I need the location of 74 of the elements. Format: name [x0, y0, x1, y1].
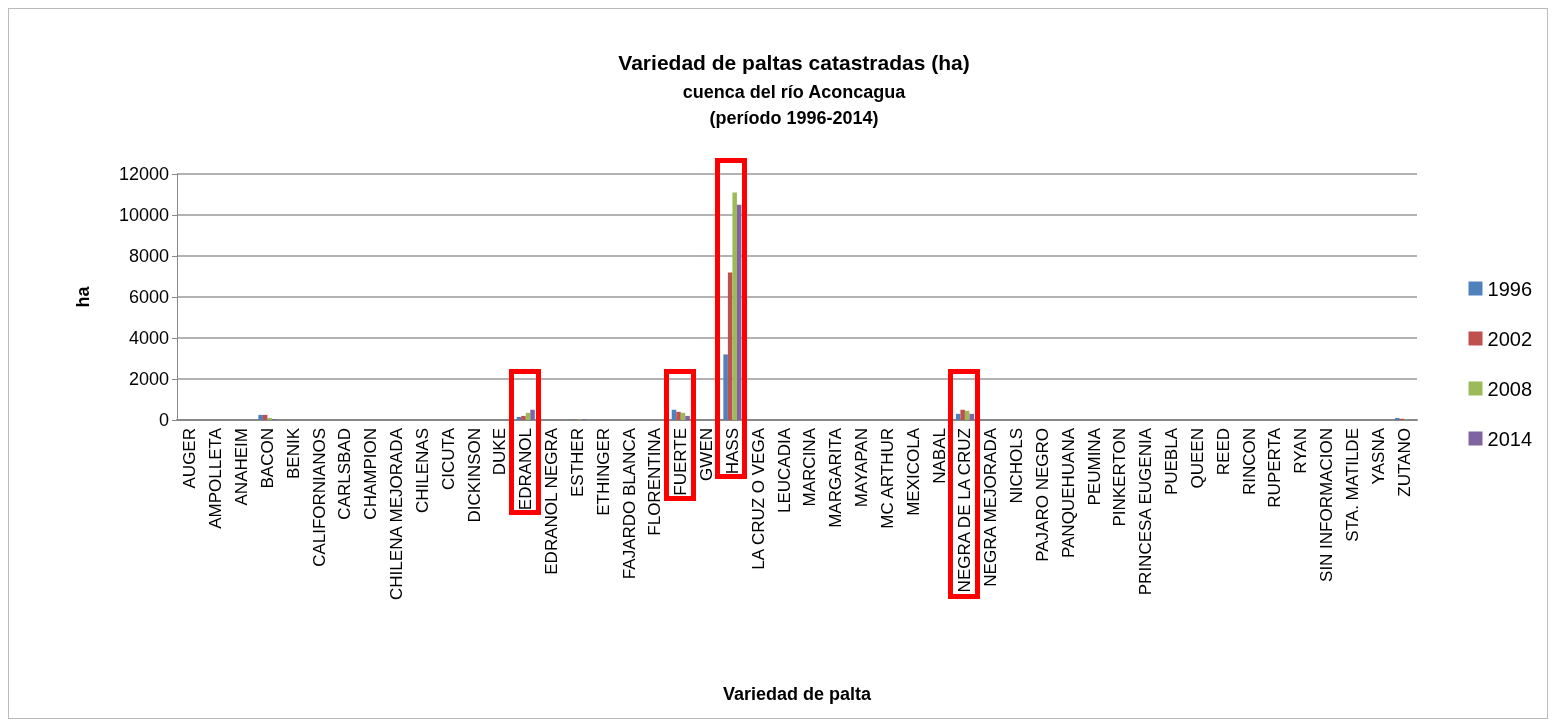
legend-label: 1996 — [1487, 277, 1533, 300]
y-tick-label: 4000 — [128, 328, 169, 348]
x-tick-label: YASNA — [1368, 427, 1388, 485]
x-tick-label: MEXICOLA — [903, 427, 923, 516]
bar — [267, 417, 272, 420]
bar — [960, 409, 965, 420]
chart-subtitle: cuenca del río Aconcagua (período 1996-2014) — [682, 82, 907, 128]
x-tick-label: ANAHEIM — [232, 428, 252, 506]
x-tick-label: HASS — [722, 428, 742, 475]
x-tick-label: PINKERTON — [1110, 428, 1130, 527]
bar — [969, 413, 974, 420]
x-tick-label: PANQUEHUANA — [1058, 427, 1078, 559]
x-tick-label: NEGRA DE LA CRUZ — [955, 428, 975, 593]
x-tick-label: DICKINSON — [464, 428, 484, 523]
x-tick-label: MARCINA — [800, 427, 820, 507]
x-tick-label: CICUTA — [438, 427, 458, 491]
x-tick-label: ESTHER — [567, 428, 587, 497]
x-tick-label: PRINCESA EUGENIA — [1136, 427, 1156, 596]
x-tick-label: MARGARITA — [826, 427, 846, 528]
x-tick-label: ETHINGER — [593, 428, 613, 516]
x-tick-label: CHAMPION — [361, 428, 381, 520]
x-tick-label: NICHOLS — [1007, 428, 1027, 504]
y-tick-label: 10000 — [118, 205, 169, 225]
legend-label: 2002 — [1487, 327, 1533, 350]
y-tick-label: 8000 — [128, 246, 169, 266]
x-tick-label: FLORENTINA — [645, 427, 665, 536]
x-tick-label: LA CRUZ O VEGA — [748, 427, 768, 570]
x-tick-label: NEGRA MEJORADA — [981, 427, 1001, 587]
x-tick-label: PUEBLA — [1162, 427, 1182, 496]
x-tick-label: REED — [1213, 428, 1233, 476]
x-tick-label: AMPOLLETA — [206, 427, 226, 529]
bar — [521, 415, 526, 420]
y-tick-label: 6000 — [128, 287, 169, 307]
x-tick-label: MC ARTHUR — [877, 428, 897, 529]
x-tick-label: SIN INFORMACION — [1317, 428, 1337, 582]
x-tick-label: RUPERTA — [1265, 427, 1285, 508]
x-tick-label: EDRANOL NEGRA — [542, 427, 562, 575]
chart-title: Variedad de paltas catastradas (ha) — [618, 51, 970, 74]
x-tick-label: QUEEN — [1187, 428, 1207, 489]
bar — [723, 354, 728, 420]
x-tick-label: CHILENAS — [412, 428, 432, 514]
y-axis-title: ha — [73, 285, 93, 308]
x-tick-label: CHILENA MEJORADA — [387, 427, 407, 600]
x-tick-label: FUERTE — [671, 428, 691, 496]
bar — [530, 409, 535, 420]
x-tick-label: RINCON — [1239, 428, 1259, 496]
x-tick-label: GWEN — [697, 428, 717, 481]
x-tick-label: PAJARO NEGRO — [1032, 428, 1052, 562]
y-tick-label: 2000 — [128, 369, 169, 389]
x-tick-label: NABAL — [929, 428, 949, 484]
x-tick-label: LEUCADIA — [774, 427, 794, 514]
x-tick-label: BACON — [257, 428, 277, 489]
x-tick-label: PEUMINA — [1084, 427, 1104, 506]
x-tick-label: ZUTANO — [1394, 428, 1414, 497]
x-tick-label: STA. MATILDE — [1342, 428, 1362, 542]
legend-label: 2014 — [1487, 427, 1533, 450]
bar — [258, 414, 263, 420]
bar — [732, 192, 737, 420]
bar — [676, 411, 681, 420]
x-tick-label: AUGER — [180, 428, 200, 489]
bar — [685, 415, 690, 420]
bar — [1395, 417, 1400, 420]
x-tick-label: FAJARDO BLANCA — [619, 427, 639, 580]
x-tick-label: RYAN — [1291, 428, 1311, 474]
x-tick-label: BENIK — [283, 427, 303, 480]
legend-label: 2008 — [1487, 377, 1533, 400]
y-tick-label: 12000 — [118, 164, 169, 184]
x-tick-label: MAYAPAN — [852, 428, 872, 508]
x-tick-label: DUKE — [490, 428, 510, 476]
x-tick-label: CARLSBAD — [335, 428, 355, 520]
x-tick-label: CALIFORNIANOS — [309, 428, 329, 567]
x-axis-title: Variedad de palta — [722, 684, 873, 704]
x-tick-label: EDRANOL — [516, 428, 536, 511]
y-tick-label: 0 — [158, 410, 169, 430]
